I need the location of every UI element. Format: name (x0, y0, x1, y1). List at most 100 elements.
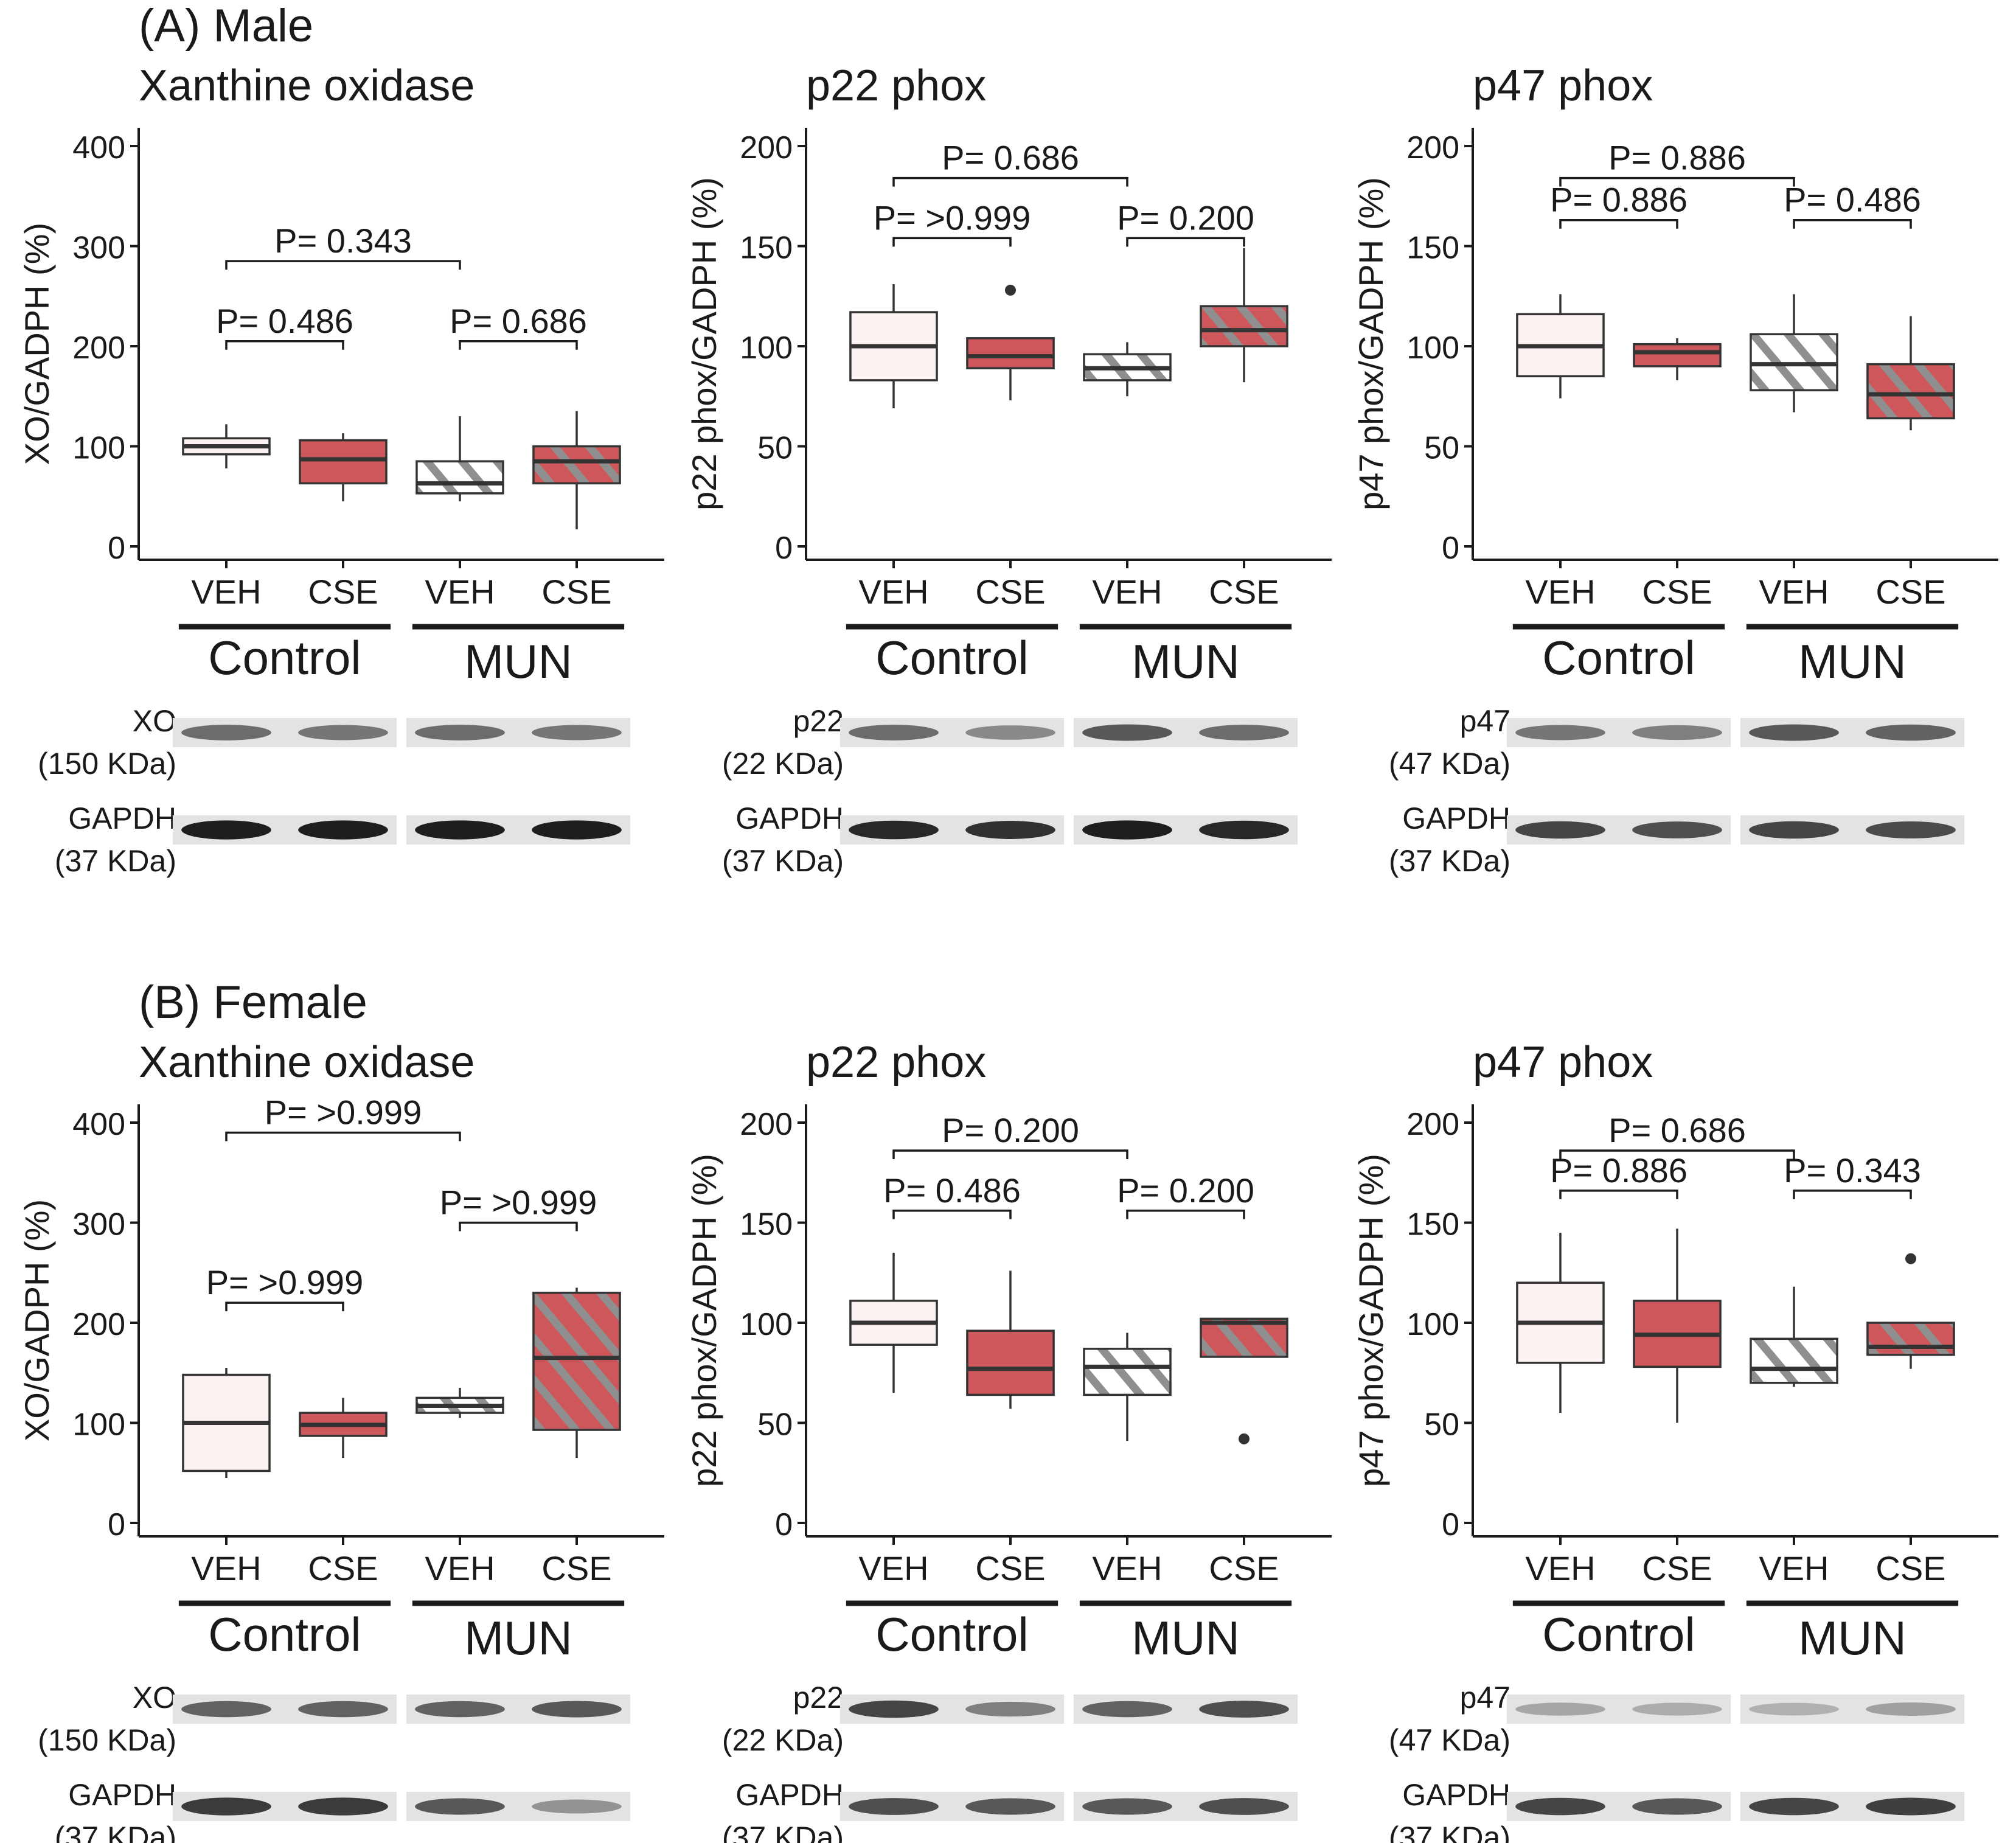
x-tick-label: CSE (1875, 1549, 1945, 1587)
section-female: (B) Female (139, 977, 367, 1028)
box-iqr (1750, 1337, 1838, 1384)
y-tick-label: 200 (72, 1307, 125, 1342)
panel-subtitle: p47 phox (1473, 61, 1653, 110)
p-value-label: P= 0.343 (274, 221, 412, 260)
blot-band (415, 725, 505, 740)
panel-subtitle: Xanthine oxidase (139, 61, 474, 110)
comparison-bracket: P= 0.343 (1784, 1151, 1921, 1199)
box-3-cse (1866, 316, 1955, 431)
y-tick-label: 100 (72, 431, 125, 466)
group-label: MUN (1798, 635, 1907, 688)
blot-band (1632, 725, 1722, 740)
blot-label: GAPDH (735, 1778, 844, 1812)
box-iqr (1633, 343, 1722, 368)
x-tick-label: CSE (1642, 573, 1712, 611)
section-male: (A) Male (139, 0, 313, 52)
x-tick-label: CSE (1642, 1549, 1712, 1587)
comparison-bracket: P= 0.886 (1550, 181, 1688, 229)
blot-band (181, 1797, 271, 1816)
blot-band (298, 725, 388, 740)
x-tick-label: VEH (1759, 1549, 1829, 1587)
p-value-label: P= 0.486 (883, 1171, 1021, 1210)
box-3-cse (532, 1287, 621, 1458)
x-tick-label: VEH (1092, 573, 1162, 611)
comparison-bracket: P= 0.343 (225, 221, 461, 270)
box-3-cse (1866, 1253, 1955, 1369)
blot-label: p22 (793, 704, 844, 738)
blot-band (298, 1797, 388, 1816)
blot-band (1866, 724, 1956, 741)
blot-band (965, 725, 1055, 740)
blot-band (532, 1799, 622, 1814)
blot-sublabel: (22 KDa) (722, 747, 844, 781)
y-tick-label: 0 (108, 1507, 125, 1542)
group-label: Control (208, 631, 361, 685)
blot-band (849, 725, 939, 740)
comparison-bracket: P= 0.486 (1784, 181, 1921, 229)
group-label: MUN (1131, 635, 1240, 688)
box-3-cse (1200, 248, 1288, 383)
comparison-bracket: P= 0.886 (1559, 139, 1795, 187)
p-value-label: P= 0.886 (1608, 139, 1746, 177)
bracket-line (892, 1210, 1012, 1219)
box-iqr (415, 460, 504, 495)
blot-sublabel: (37 KDa) (722, 844, 844, 878)
y-tick-label: 200 (740, 1107, 793, 1142)
comparison-bracket: P= 0.686 (892, 139, 1128, 187)
bracket-line (1126, 1210, 1245, 1219)
x-tick-label: VEH (425, 1549, 495, 1587)
blot-band (965, 1798, 1055, 1815)
x-tick-label: CSE (308, 1549, 378, 1587)
box-2-veh (415, 1387, 504, 1418)
blot-row-gapdh: GAPDH (37 KDa) (55, 1778, 631, 1843)
group-label: Control (875, 631, 1028, 685)
blot-row-p47: p47 (47 KDa) (1389, 1681, 1965, 1757)
box-1-cse (299, 433, 388, 501)
y-tick-label: 400 (72, 130, 125, 165)
blot-row-p22: p22 (22 KDa) (722, 1681, 1298, 1757)
p-value-label: P= 0.486 (1784, 181, 1921, 219)
x-tick-label: CSE (1209, 573, 1279, 611)
comparison-bracket: P= 0.200 (892, 1111, 1128, 1160)
group-label: MUN (464, 1611, 572, 1665)
p-value-label: P= >0.999 (440, 1183, 597, 1222)
panel-subtitle: p47 phox (1473, 1038, 1653, 1087)
x-tick-label: CSE (541, 1549, 611, 1587)
blot-label: p47 (1460, 1681, 1510, 1715)
blot-label: GAPDH (68, 801, 176, 835)
comparison-bracket: P= 0.686 (1559, 1111, 1795, 1160)
blot-row-p22: p22 (22 KDa) (722, 704, 1298, 781)
y-tick-label: 400 (72, 1107, 125, 1142)
blot-sublabel: (47 KDa) (1389, 747, 1510, 781)
bracket-line (1559, 1190, 1678, 1199)
blot-row-gapdh: GAPDH (37 KDa) (1389, 1778, 1965, 1843)
blot-sublabel: (22 KDa) (722, 1723, 844, 1757)
blot-band (1082, 820, 1172, 840)
blot-band (532, 820, 622, 840)
box-1-cse (1633, 338, 1722, 380)
y-axis-label: XO/GADPH (%) (18, 223, 56, 465)
blot-label: GAPDH (1402, 801, 1510, 835)
box-2-veh (1750, 1286, 1838, 1387)
y-axis-label: XO/GADPH (%) (18, 1199, 56, 1441)
group-label: Control (1542, 1608, 1695, 1661)
bracket-line (1126, 237, 1245, 247)
comparison-bracket: P= >0.999 (225, 1093, 461, 1141)
blot-band (1866, 1702, 1956, 1716)
comparison-bracket: P= 0.486 (216, 302, 353, 350)
p-value-label: P= 0.200 (1117, 1171, 1254, 1210)
blot-sublabel: (150 KDa) (38, 747, 176, 781)
p-value-label: P= 0.686 (942, 139, 1079, 177)
blot-band (181, 1701, 271, 1718)
y-tick-label: 200 (72, 330, 125, 366)
box-iqr (966, 1329, 1055, 1396)
comparison-bracket: P= 0.886 (1550, 1151, 1688, 1199)
blot-row-xo: XO (150 KDa) (38, 704, 631, 781)
blot-sublabel: (150 KDa) (38, 1723, 176, 1757)
comparison-bracket: P= 0.686 (450, 302, 587, 350)
y-tick-label: 0 (1442, 531, 1459, 566)
blot-row-gapdh: GAPDH (37 KDa) (1389, 801, 1965, 878)
bracket-line (459, 1221, 578, 1232)
x-tick-label: VEH (1525, 1549, 1595, 1587)
y-axis-label: p22 phox/GADPH (%) (685, 177, 723, 510)
